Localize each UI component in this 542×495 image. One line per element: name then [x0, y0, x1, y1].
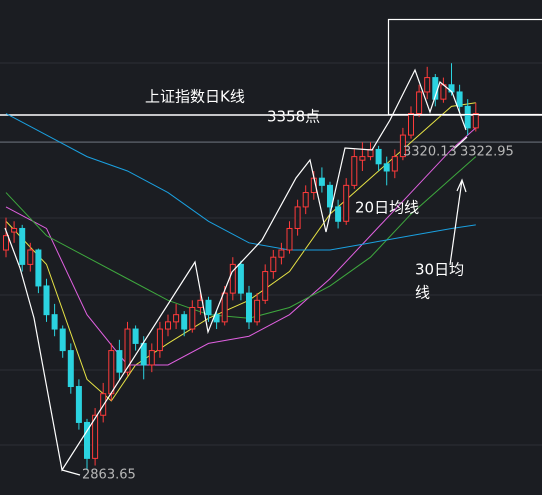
candle-body [294, 206, 301, 229]
candle-body [270, 256, 277, 273]
candle-body [173, 314, 180, 323]
candle-body [84, 421, 90, 459]
candle-body [3, 235, 9, 251]
candle-body [43, 285, 50, 316]
candle-body [399, 134, 406, 158]
candle-body [237, 263, 244, 294]
candle-body [262, 271, 269, 301]
ma30-label: 30日均 [415, 261, 464, 279]
low-arrow [61, 469, 81, 476]
moving-average [5, 113, 476, 251]
candle-body [327, 184, 333, 208]
candle-body [132, 328, 139, 344]
candle-body [35, 249, 42, 287]
candle-body [472, 113, 479, 129]
candle-body [335, 206, 342, 222]
candle-body [116, 350, 123, 373]
annotations [4, 18, 542, 476]
last-arrow [454, 136, 468, 149]
candle-body [156, 328, 163, 352]
candle-body [229, 263, 236, 294]
candle-body [416, 91, 423, 115]
candle-body [165, 321, 171, 330]
highlight-box [387, 18, 542, 116]
candle-body [108, 350, 115, 395]
candle-body [318, 177, 325, 186]
candle-body [246, 292, 252, 323]
candle-body [424, 77, 431, 93]
candle-body [189, 306, 196, 330]
candle-body [11, 227, 18, 233]
candle-body [254, 299, 261, 323]
candle-body [140, 342, 147, 366]
candle-body [221, 292, 228, 323]
candle-body [456, 91, 463, 107]
high-label: 3358点 [267, 108, 320, 126]
candle-body [391, 156, 398, 172]
ma30-arrow [449, 178, 467, 266]
candle-body [351, 156, 358, 186]
candle-body [124, 328, 131, 373]
ma20-label: 20日均线 [355, 199, 419, 217]
moving-average [5, 127, 477, 366]
candle-body [359, 156, 366, 161]
candle-body [302, 192, 309, 208]
candle-body [92, 414, 99, 459]
candle-body [383, 163, 390, 172]
last-label-a: 3320.13 [403, 145, 457, 160]
candle-body [205, 299, 212, 316]
candle-body [278, 249, 285, 258]
candle-body [343, 184, 350, 222]
ma30-label: 线 [415, 284, 430, 302]
candle-body [286, 227, 293, 251]
candle-body [51, 314, 58, 330]
candle-body [181, 314, 188, 330]
candle-body [59, 328, 66, 352]
candle-body [148, 350, 155, 366]
candle-body [408, 113, 414, 136]
candle-body [375, 148, 382, 165]
candle-body [464, 105, 471, 129]
low-label: 2863.65 [82, 468, 136, 483]
title: 上证指数日K线 [145, 88, 245, 106]
plot [0, 63, 542, 471]
background-grid [0, 62, 542, 446]
candle-body [19, 227, 26, 265]
candle-body [27, 249, 34, 265]
candle-body [75, 386, 82, 423]
candle-body [67, 350, 74, 388]
last-label-b: 3322.95 [460, 145, 514, 160]
